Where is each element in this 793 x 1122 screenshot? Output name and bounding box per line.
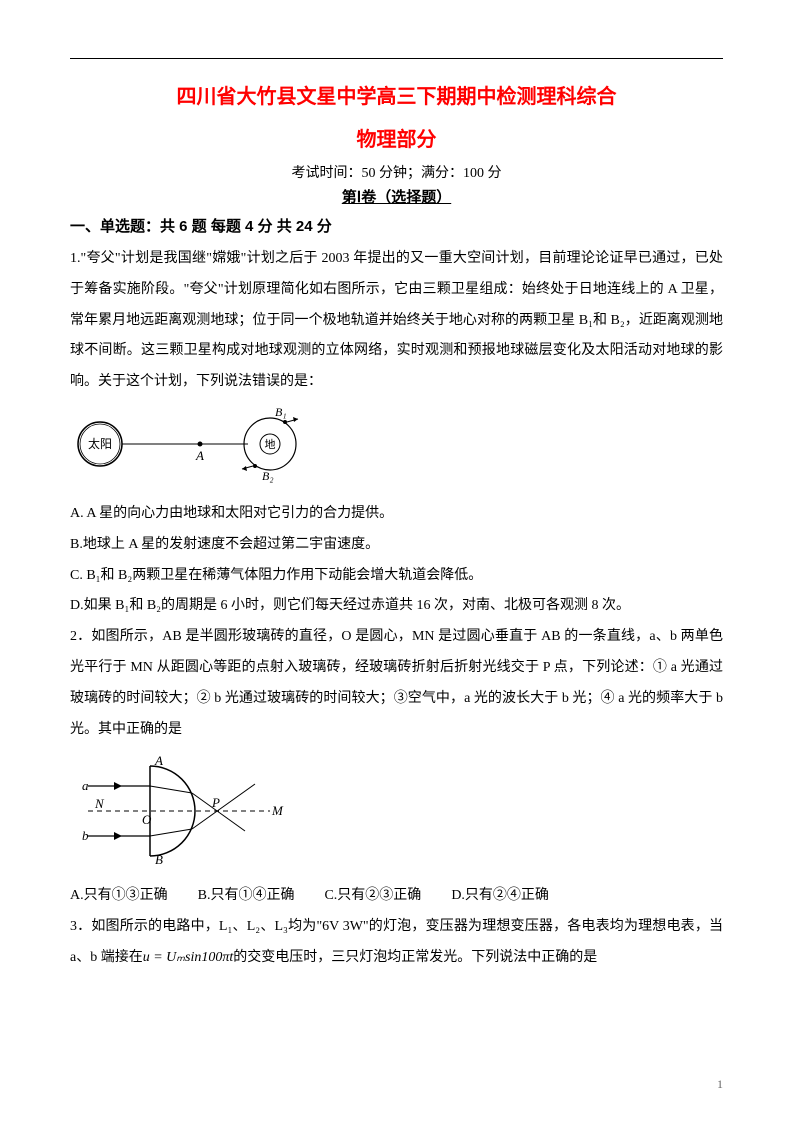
q2-options: A.只有①③正确 B.只有①④正确 C.只有②③正确 D.只有②④正确 — [70, 881, 723, 912]
q3-stem: 3．如图所示的电路中，L₁、L₂、L₃均为"6V 3W"的灯泡，变压器为理想变压… — [70, 912, 723, 974]
q3-formula: u = Uₘsin100πt — [143, 950, 234, 965]
section-heading: 一、单选题：共 6 题 每题 4 分 共 24 分 — [70, 215, 723, 236]
a-label: a — [82, 778, 89, 793]
q1-stem: 1."夸父"计划是我国继"嫦娥"计划之后于 2003 年提出的又一重大空间计划，… — [70, 244, 723, 398]
b2-label: B₂ — [262, 469, 274, 483]
O-label: O — [142, 812, 152, 827]
q2-diagram: A B N O M a b P — [70, 751, 723, 871]
section-label: 第Ⅰ卷（选择题） — [70, 186, 723, 207]
q2-optB: B.只有①④正确 — [198, 881, 295, 912]
q1-optC: C. B₁和 B₂两颗卫星在稀薄气体阻力作用下动能会增大轨道会降低。 — [70, 561, 723, 592]
M-label: M — [271, 803, 284, 818]
top-rule — [70, 58, 723, 59]
sun-label: 太阳 — [88, 436, 112, 451]
b1-label: B₁ — [275, 405, 287, 419]
a-label: A — [195, 448, 204, 463]
B-label: B — [155, 852, 163, 866]
q1-diagram: 太阳 A 地 B₁ B₂ — [70, 404, 723, 489]
q1-optA: A. A 星的向心力由地球和太阳对它引力的合力提供。 — [70, 499, 723, 530]
q2-optC: C.只有②③正确 — [324, 881, 421, 912]
b-label: b — [82, 828, 89, 843]
title-sub: 物理部分 — [70, 123, 723, 152]
q2-stem: 2．如图所示，AB 是半圆形玻璃砖的直径，O 是圆心，MN 是过圆心垂直于 AB… — [70, 622, 723, 745]
q2-optD: D.只有②④正确 — [451, 881, 549, 912]
A-label: A — [154, 753, 163, 768]
q1-optB: B.地球上 A 星的发射速度不会超过第二宇宙速度。 — [70, 530, 723, 561]
q3-suffix: 的交变电压时，三只灯泡均正常发光。下列说法中正确的是 — [233, 950, 597, 965]
P-label: P — [211, 795, 220, 810]
page-number: 1 — [717, 1077, 723, 1092]
N-label: N — [94, 796, 105, 811]
q1-optD: D.如果 B₁和 B₂的周期是 6 小时，则它们每天经过赤道共 16 次，对南、… — [70, 591, 723, 622]
earth-label: 地 — [265, 438, 276, 451]
q2-optA: A.只有①③正确 — [70, 881, 168, 912]
title-main: 四川省大竹县文星中学高三下期期中检测理科综合 — [70, 80, 723, 109]
exam-info: 考试时间：50 分钟；满分：100 分 — [70, 162, 723, 182]
